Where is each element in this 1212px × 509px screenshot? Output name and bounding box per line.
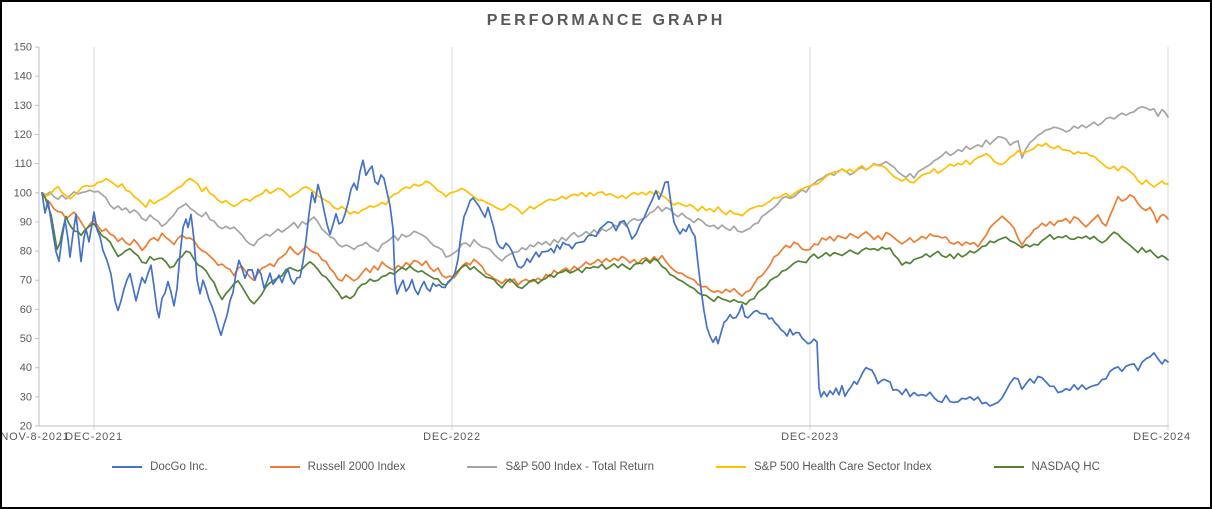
x-tick-label: DEC-2024 [1133, 431, 1191, 443]
legend-line-swatch [269, 465, 300, 469]
y-tick-label: 150 [14, 42, 32, 54]
legend-label: S&P 500 Index - Total Return [505, 461, 654, 473]
y-tick-label: 40 [20, 362, 32, 374]
chart-title: PERFORMANCE GRAPH [486, 12, 726, 29]
legend-item-s-p-500-health-care-sector-index: S&P 500 Health Care Sector Index [715, 461, 932, 473]
legend-label: Russell 2000 Index [307, 461, 406, 473]
legend-item-s-p-500-index-total-return: S&P 500 Index - Total Return [467, 461, 654, 473]
legend-line-swatch [715, 465, 746, 469]
y-tick-label: 50 [20, 333, 32, 345]
series-line-s-p-500-health-care-sector-index [41, 142, 1169, 217]
legend-item-russell-2000-index: Russell 2000 Index [269, 461, 406, 473]
y-tick-label: 90 [20, 216, 32, 228]
legend-line-swatch [993, 465, 1024, 469]
y-tick-label: 120 [14, 129, 32, 141]
y-tick-label: 80 [20, 246, 32, 258]
legend-line-swatch [467, 465, 498, 469]
legend-label: S&P 500 Health Care Sector Index [753, 461, 932, 473]
legend-label: NASDAQ HC [1031, 461, 1100, 473]
x-tick-label: DEC-2023 [781, 431, 839, 443]
legend-item-docgo-inc-: DocGo Inc. [112, 461, 208, 473]
y-tick-label: 140 [14, 71, 32, 83]
y-tick-label: 60 [20, 304, 32, 316]
y-tick-label: 110 [14, 158, 32, 170]
x-tick-label: DEC-2022 [423, 431, 481, 443]
series-line-docgo-inc- [41, 159, 1169, 407]
y-tick-label: 130 [14, 100, 32, 112]
legend-line-swatch [112, 465, 143, 469]
y-tick-label: 70 [20, 275, 32, 287]
legend-label: DocGo Inc. [150, 461, 208, 473]
series-line-s-p-500-index-total-return [41, 105, 1169, 262]
x-tick-label: NOV-8-2021 [2, 431, 70, 443]
y-tick-label: 30 [20, 391, 32, 403]
series-line-russell-2000-index [41, 191, 1169, 297]
legend-item-nasdaq-hc: NASDAQ HC [993, 461, 1100, 473]
chart-legend: DocGo Inc. Russell 2000 Index S&P 500 Inde… [2, 461, 1210, 473]
y-tick-label: 100 [14, 187, 32, 199]
y-tick-label: 20 [20, 421, 32, 433]
x-tick-label: DEC-2021 [65, 431, 123, 443]
series-line-nasdaq-hc [41, 191, 1169, 306]
